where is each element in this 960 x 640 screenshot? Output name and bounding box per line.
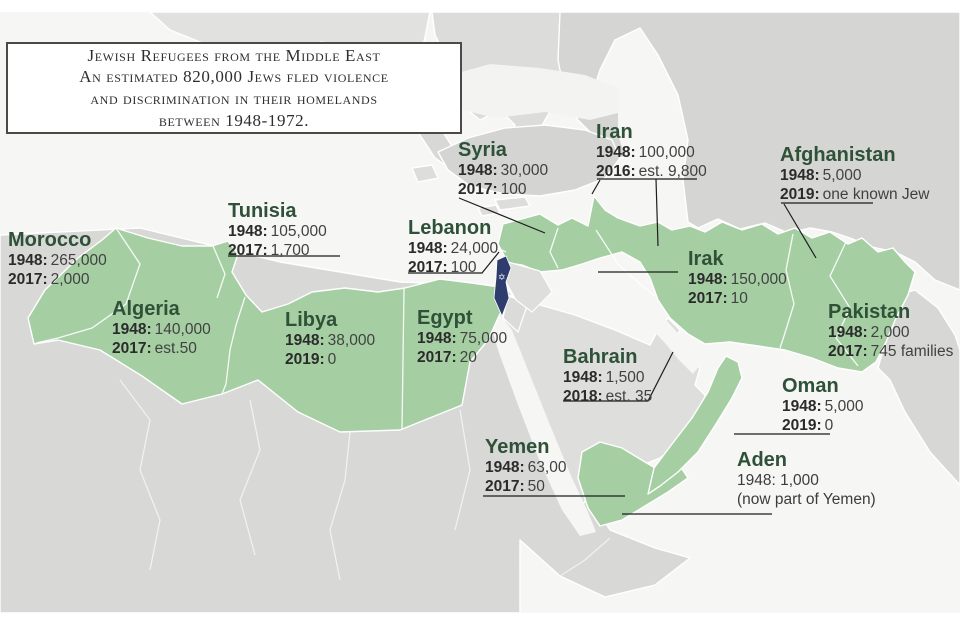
country-label-syria: Syria 1948: 30,000 2017: 100 bbox=[458, 139, 549, 199]
country-label-bahrain: Bahrain 1948: 1,500 2018: est. 35 bbox=[563, 346, 653, 406]
country-label-egypt: Egypt 1948: 75,000 2017: 20 bbox=[417, 307, 508, 367]
label-leader-lines bbox=[228, 178, 873, 515]
country-label-lebanon: Lebanon 1948: 24,000 2017: 100 bbox=[408, 217, 499, 277]
country-name: Aden bbox=[737, 449, 787, 471]
country-label-afghanistan: Afghanistan 1948: 5,000 2019: one known Je… bbox=[780, 144, 930, 204]
country-borders bbox=[35, 227, 859, 581]
country-name: Morocco bbox=[8, 229, 92, 251]
country-name: Algeria bbox=[112, 298, 180, 320]
country-name: Bahrain bbox=[563, 346, 638, 368]
country-name: Tunisia bbox=[228, 200, 297, 222]
inner-seas bbox=[438, 64, 700, 536]
country-name: Oman bbox=[782, 375, 839, 397]
country-name: Egypt bbox=[417, 307, 473, 329]
country-label-tunisia: Tunisia 1948: 105,000 2017: 1,700 bbox=[228, 200, 327, 260]
country-name: Pakistan bbox=[828, 301, 911, 323]
israel-shape: ✡ bbox=[493, 255, 512, 318]
black-sea bbox=[438, 64, 622, 120]
country-name: Iran bbox=[596, 121, 633, 143]
title-line-1: Jewish Refugees from the Middle East bbox=[87, 45, 381, 65]
country-name: Syria bbox=[458, 139, 507, 161]
caspian-sea bbox=[618, 90, 678, 232]
red-sea bbox=[491, 315, 596, 536]
country-name: Afghanistan bbox=[780, 144, 896, 166]
country-label-oman: Oman 1948: 5,000 2019: 0 bbox=[782, 375, 864, 435]
country-shape-yemen bbox=[577, 441, 689, 527]
persian-gulf bbox=[644, 308, 700, 374]
country-label-yemen: Yemen 1948: 63,00 2017: 50 bbox=[485, 436, 567, 496]
country-label-morocco: Morocco 1948: 265,000 2017: 2,000 bbox=[8, 229, 107, 289]
title-line-3: and discrimination in their homelands bbox=[90, 89, 378, 108]
gray-patches bbox=[502, 261, 553, 334]
country-name: Irak bbox=[688, 248, 724, 270]
country-label-iran: Iran 1948: 100,000 2016: est. 9,800 bbox=[596, 121, 707, 181]
title-line-2: An estimated 820,000 Jews fled violence bbox=[79, 67, 389, 87]
title-line-4: between 1948-1972. bbox=[158, 110, 310, 130]
country-name: Lebanon bbox=[408, 217, 492, 239]
country-label-aden: Aden 1948: 1,000 (now part of Yemen) bbox=[737, 449, 876, 509]
country-shape-oman bbox=[647, 355, 743, 495]
country-label-libya: Libya 1948: 38,000 2019: 0 bbox=[285, 309, 376, 369]
country-label-pakistan: Pakistan 1948: 2,000 2017: 745 families bbox=[828, 301, 954, 361]
title-box: Jewish Refugees from the Middle East An … bbox=[6, 42, 462, 134]
country-name: Libya bbox=[285, 309, 338, 331]
country-name: Yemen bbox=[485, 436, 550, 458]
star-of-david-icon: ✡ bbox=[498, 272, 506, 282]
country-label-irak: Irak 1948: 150,000 2017: 10 bbox=[688, 248, 787, 308]
country-label-algeria: Algeria 1948: 140,000 2017: est.50 bbox=[112, 298, 211, 358]
